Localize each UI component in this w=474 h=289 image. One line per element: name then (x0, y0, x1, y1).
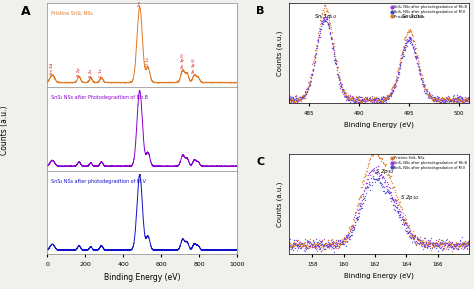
Text: Sn 4d: Sn 4d (50, 63, 55, 74)
Text: S 2s: S 2s (89, 68, 93, 77)
Text: Sn 3d: Sn 3d (138, 0, 142, 6)
Text: S 2p: S 2p (77, 67, 81, 75)
Text: SnS₂ NSs after photodegradtion of M.V: SnS₂ NSs after photodegradtion of M.V (51, 179, 146, 184)
Text: S 2p$_{3/2}$: S 2p$_{3/2}$ (375, 167, 395, 176)
Legend: Pristine SnS₂ NSs, SnS₂ NSs after photodegradation of Rh.B, SnS₂ NSs after photo: Pristine SnS₂ NSs, SnS₂ NSs after photod… (391, 155, 467, 170)
Text: SnS₂ NSs after Photodegradtion of Rh.B: SnS₂ NSs after Photodegradtion of Rh.B (51, 95, 148, 100)
Y-axis label: Counts (a.u.): Counts (a.u.) (277, 30, 283, 76)
Text: Sn 3d$_{5/2}$: Sn 3d$_{5/2}$ (314, 13, 337, 21)
X-axis label: Binding Energy (eV): Binding Energy (eV) (344, 273, 414, 279)
Text: B: B (256, 6, 264, 16)
Legend: SnS₂ NSs after photodegradation of Rh.B, SnS₂ NSs after photodegradation of M.V,: SnS₂ NSs after photodegradation of Rh.B,… (391, 5, 467, 19)
Text: S 2p$_{1/2}$: S 2p$_{1/2}$ (400, 194, 420, 202)
Y-axis label: Counts (a.u.): Counts (a.u.) (277, 181, 283, 227)
Text: Sn 3p$_{3/2}$: Sn 3p$_{3/2}$ (191, 57, 199, 74)
Text: Pristine SnS₂ NSs: Pristine SnS₂ NSs (51, 11, 93, 16)
X-axis label: Binding Energy (eV): Binding Energy (eV) (104, 273, 181, 281)
Text: Counts (a.u.): Counts (a.u.) (0, 105, 9, 155)
Text: O 1s: O 1s (146, 57, 150, 66)
Text: C 1s: C 1s (100, 68, 103, 77)
Text: Sn 3p$_{1/2}$: Sn 3p$_{1/2}$ (179, 52, 187, 69)
X-axis label: Binding Energy (eV): Binding Energy (eV) (344, 122, 414, 128)
Text: A: A (21, 5, 30, 18)
Text: Sn 3d$_{3/2}$: Sn 3d$_{3/2}$ (401, 13, 425, 21)
Text: C: C (256, 157, 264, 167)
